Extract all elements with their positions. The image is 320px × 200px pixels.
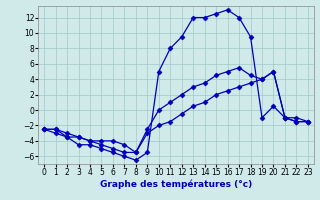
X-axis label: Graphe des températures (°c): Graphe des températures (°c)	[100, 180, 252, 189]
